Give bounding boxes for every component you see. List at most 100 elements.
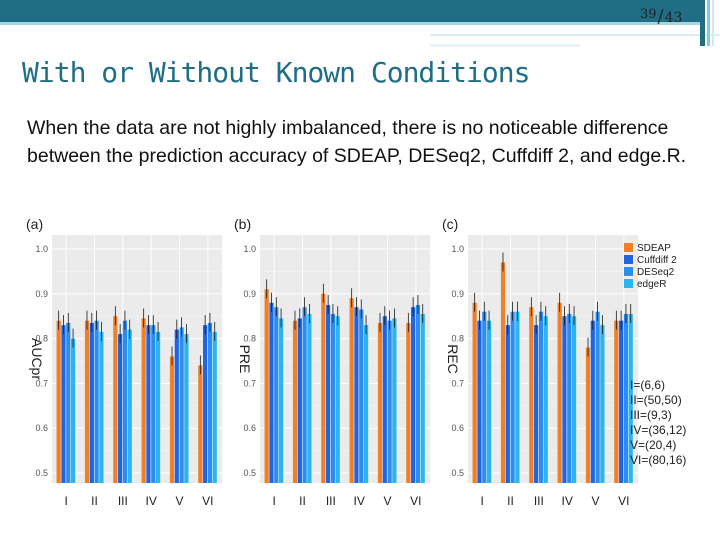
bar-sdeap — [198, 365, 203, 483]
x-tick-label: VI — [202, 494, 213, 508]
condition-label: II=(50,50) — [630, 393, 682, 407]
plot-background — [260, 235, 430, 483]
bar-edger — [127, 329, 132, 483]
bar-edger — [70, 338, 76, 483]
x-tick-label: VI — [618, 494, 629, 508]
x-tick-label: I — [480, 494, 483, 508]
bar-sdeap — [500, 262, 506, 483]
bar-deseq2 — [567, 313, 572, 483]
y-axis-label: REC — [445, 344, 461, 374]
condition-label: III=(9,3) — [630, 408, 672, 422]
y-tick-label: 0.8 — [243, 334, 256, 344]
bar-sdeap — [529, 307, 534, 483]
y-tick-label: 0.8 — [451, 334, 464, 344]
condition-label: IV=(36,12) — [630, 423, 686, 437]
y-tick-label: 0.9 — [243, 289, 256, 299]
x-tick-label: IV — [561, 494, 572, 508]
legend-entry: Cuffdiff 2 — [637, 255, 677, 266]
bar-cuffdiff-2 — [269, 302, 274, 483]
x-tick-label: IV — [353, 494, 364, 508]
bar-cuffdiff-2 — [411, 307, 416, 483]
x-tick-label: V — [383, 494, 391, 508]
bar-sdeap — [292, 320, 298, 483]
y-tick-label: 0.6 — [451, 423, 464, 433]
bar-sdeap — [56, 320, 61, 483]
bar-sdeap — [113, 316, 118, 483]
x-tick-label: I — [272, 494, 275, 508]
y-axis-label: AUCpr — [29, 338, 45, 380]
bar-edger — [392, 318, 397, 483]
slide-title: With or Without Known Conditions — [22, 56, 530, 89]
bar-edger — [155, 331, 161, 483]
bar-edger — [307, 313, 312, 483]
y-tick-label: 0.7 — [451, 378, 464, 388]
bar-edger — [363, 325, 369, 483]
y-tick-label: 0.7 — [35, 378, 48, 388]
y-tick-label: 0.8 — [35, 334, 48, 344]
header-side-stripe-2 — [707, 0, 710, 46]
y-tick-label: 0.6 — [243, 423, 256, 433]
bar-cuffdiff-2 — [89, 322, 94, 483]
bar-deseq2 — [302, 307, 307, 483]
bar-cuffdiff-2 — [174, 329, 179, 483]
plot-background — [52, 235, 222, 483]
bar-cuffdiff-2 — [590, 320, 595, 483]
x-tick-label: II — [299, 494, 306, 508]
bar-deseq2 — [595, 311, 600, 483]
bar-deseq2 — [623, 313, 629, 483]
bar-sdeap — [557, 302, 562, 483]
page-current: 39 — [640, 7, 657, 22]
bar-edger — [515, 311, 520, 483]
bar-deseq2 — [122, 320, 128, 483]
x-tick-label: III — [118, 494, 128, 508]
y-tick-label: 0.9 — [35, 289, 48, 299]
y-tick-label: 0.7 — [243, 378, 256, 388]
bar-cuffdiff-2 — [619, 320, 624, 483]
bar-deseq2 — [482, 311, 487, 483]
bar-deseq2 — [415, 305, 421, 483]
x-tick-label: I — [64, 494, 67, 508]
bar-deseq2 — [94, 320, 99, 483]
bar-cuffdiff-2 — [505, 325, 510, 483]
bar-cuffdiff-2 — [203, 325, 208, 483]
bar-sdeap — [377, 322, 383, 483]
bar-edger — [99, 331, 104, 483]
bar-cuffdiff-2 — [477, 320, 482, 483]
page-separator: / — [657, 6, 664, 27]
bar-deseq2 — [151, 325, 156, 483]
header-side-stripe-3 — [712, 0, 714, 46]
panel-letter: (a) — [26, 216, 43, 232]
condition-label: VI=(80,16) — [630, 453, 686, 467]
x-tick-label: VI — [410, 494, 421, 508]
bar-deseq2 — [66, 322, 71, 483]
header-side-stripe — [700, 0, 705, 46]
plot-background — [468, 235, 638, 483]
x-tick-label: IV — [145, 494, 156, 508]
bar-edger — [335, 316, 340, 483]
bar-sdeap — [349, 298, 354, 483]
y-tick-label: 1.0 — [451, 244, 464, 254]
header-bar — [0, 0, 700, 22]
bar-cuffdiff-2 — [562, 316, 567, 483]
bar-cuffdiff-2 — [326, 305, 331, 483]
legend-entry: SDEAP — [637, 243, 671, 254]
y-tick-label: 0.5 — [243, 468, 256, 478]
bar-sdeap — [169, 356, 175, 483]
bar-deseq2 — [274, 307, 279, 483]
bar-deseq2 — [179, 327, 184, 483]
y-tick-label: 0.9 — [451, 289, 464, 299]
bar-cuffdiff-2 — [61, 325, 66, 483]
y-tick-label: 1.0 — [35, 244, 48, 254]
x-tick-label: II — [507, 494, 514, 508]
x-tick-label: III — [534, 494, 544, 508]
x-tick-label: V — [175, 494, 183, 508]
x-tick-label: II — [91, 494, 98, 508]
legend-swatch — [624, 279, 633, 288]
bar-deseq2 — [387, 320, 392, 483]
bar-edger — [278, 318, 284, 483]
bar-cuffdiff-2 — [118, 334, 123, 483]
bar-cuffdiff-2 — [297, 318, 302, 483]
bar-deseq2 — [510, 311, 515, 483]
bar-deseq2 — [330, 313, 336, 483]
